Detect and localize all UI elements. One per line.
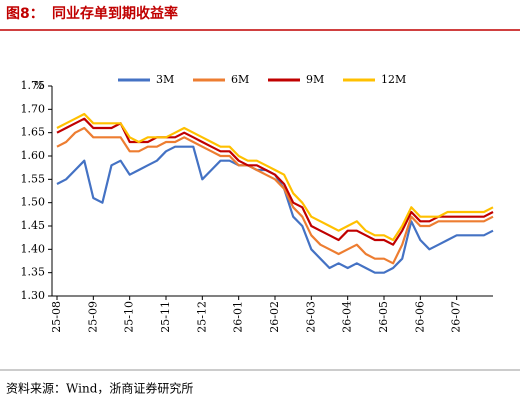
chart-title: 同业存单到期收益率 (52, 5, 178, 22)
figure-label: 图8： (6, 6, 44, 22)
y-tick-label: 1.50 (21, 196, 46, 209)
legend-label: 12M (381, 73, 406, 86)
x-tick-label: 26-03 (304, 301, 317, 333)
legend-label: 3M (156, 73, 174, 86)
x-tick-label: 26-02 (268, 301, 281, 333)
x-tick-label: 25-10 (123, 301, 136, 333)
y-tick-label: 1.35 (21, 266, 46, 279)
x-tick-label: 26-05 (377, 301, 390, 333)
series-line (56, 145, 494, 274)
x-tick-label: 25-11 (159, 301, 172, 333)
series-line (56, 117, 494, 246)
y-tick-label: 1.45 (21, 219, 46, 232)
y-tick-label: 1.40 (21, 242, 46, 255)
x-tick-label: 25-08 (50, 301, 63, 333)
y-tick-label: 1.70 (21, 102, 46, 115)
x-tick-label: 26-07 (450, 301, 463, 333)
source-note: 资料来源：Wind，浙商证券研究所 (6, 381, 193, 396)
x-tick-label: 26-01 (232, 301, 245, 333)
y-unit: % (34, 79, 44, 92)
y-tick-label: 1.55 (21, 172, 46, 185)
x-tick-label: 25-09 (86, 301, 99, 333)
x-tick-label: 26-04 (341, 301, 354, 333)
legend-label: 9M (306, 73, 324, 86)
legend-label: 6M (231, 73, 249, 86)
x-tick-label: 25-12 (195, 301, 208, 333)
series-line (56, 126, 494, 265)
y-tick-label: 1.30 (21, 289, 46, 302)
series-line (56, 112, 494, 242)
y-tick-label: 1.60 (21, 149, 46, 162)
y-tick-label: 1.75 (21, 79, 46, 92)
x-tick-label: 26-06 (413, 301, 426, 333)
y-tick-label: 1.65 (21, 126, 46, 139)
